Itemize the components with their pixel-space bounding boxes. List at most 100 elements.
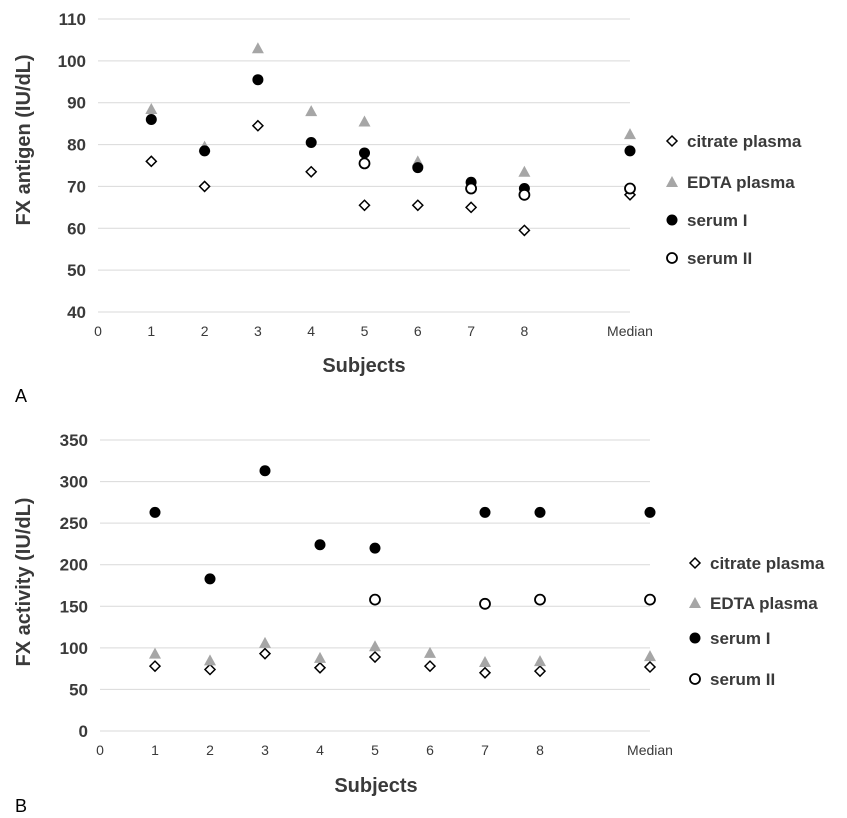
data-point bbox=[204, 654, 216, 666]
y-tick-label: 90 bbox=[67, 94, 86, 113]
legend-marker-serum-ii bbox=[666, 252, 678, 264]
x-tick-label: 6 bbox=[426, 742, 434, 758]
y-tick-label: 100 bbox=[58, 52, 86, 71]
data-point bbox=[258, 647, 272, 660]
y-tick-label: 60 bbox=[67, 219, 86, 238]
y-tick-label: 110 bbox=[59, 10, 86, 29]
x-tick-label: 0 bbox=[96, 742, 104, 758]
data-point bbox=[251, 42, 264, 54]
data-point bbox=[479, 506, 491, 518]
x-tick-label: 8 bbox=[521, 323, 529, 339]
data-point bbox=[259, 636, 271, 648]
data-point bbox=[313, 661, 327, 674]
series-edta-plasma bbox=[145, 42, 636, 190]
x-tick-label: 8 bbox=[536, 742, 544, 758]
legend-label-serum-ii: serum II bbox=[687, 249, 752, 268]
data-point bbox=[534, 506, 546, 518]
x-tick-label: 4 bbox=[316, 742, 324, 758]
data-point bbox=[252, 74, 264, 86]
data-point bbox=[251, 119, 264, 132]
data-point bbox=[369, 640, 381, 652]
legend-label-citrate-plasma: citrate plasma bbox=[687, 132, 802, 151]
data-point bbox=[412, 162, 424, 174]
legend-marker-serum-ii bbox=[689, 673, 701, 685]
series-citrate-plasma bbox=[145, 119, 637, 237]
data-point bbox=[479, 597, 491, 610]
data-point bbox=[145, 113, 157, 125]
data-point bbox=[518, 165, 531, 177]
legend-label-serum-i: serum I bbox=[687, 211, 747, 230]
y-tick-label: 0 bbox=[79, 722, 88, 741]
data-point bbox=[305, 105, 318, 117]
x-axis-title: Subjects bbox=[334, 775, 417, 797]
panel-a-label: A bbox=[15, 386, 27, 406]
data-point bbox=[198, 180, 211, 193]
x-tick-label: 3 bbox=[254, 323, 262, 339]
series-serum-ii bbox=[358, 157, 636, 201]
data-point bbox=[368, 650, 382, 664]
data-point bbox=[518, 224, 531, 237]
data-point bbox=[369, 593, 381, 606]
data-point bbox=[259, 465, 271, 477]
y-tick-label: 40 bbox=[67, 303, 86, 322]
legend-label-edta-plasma: EDTA plasma bbox=[710, 594, 818, 613]
y-tick-label: 70 bbox=[67, 177, 86, 196]
x-tick-label: 5 bbox=[371, 742, 379, 758]
data-point bbox=[644, 506, 656, 518]
y-tick-label: 80 bbox=[67, 136, 86, 155]
data-point bbox=[358, 199, 371, 212]
data-point bbox=[411, 199, 424, 212]
legend-marker-edta-plasma bbox=[666, 176, 678, 187]
data-point bbox=[203, 663, 217, 676]
series-serum-i bbox=[149, 465, 656, 585]
y-tick-label: 50 bbox=[67, 261, 86, 280]
data-point bbox=[358, 157, 371, 170]
legend-marker-edta-plasma bbox=[689, 597, 701, 608]
data-point bbox=[305, 165, 318, 178]
panel-b-chart: 0 50 100 150 200 250 300 350 0 1 2 3 4 5 6 7 8 Median Subj… bbox=[13, 431, 825, 797]
data-point bbox=[518, 188, 531, 201]
data-point bbox=[644, 650, 656, 662]
legend-label-serum-i: serum I bbox=[710, 629, 770, 648]
data-point bbox=[369, 542, 381, 554]
data-point bbox=[624, 182, 636, 195]
data-point bbox=[148, 660, 162, 673]
data-point bbox=[199, 145, 211, 157]
legend-marker-citrate-plasma bbox=[665, 134, 679, 148]
y-axis-title: FX activity (IU/dL) bbox=[13, 498, 35, 667]
panel-a-chart: 40 50 60 70 80 90 100 110 0 1 2 3 4 5 6 7 8 Median Subject… bbox=[13, 10, 802, 377]
x-tick-label: 1 bbox=[151, 742, 159, 758]
data-point bbox=[424, 646, 436, 658]
data-point bbox=[358, 115, 371, 127]
x-axis-title: Subjects bbox=[322, 355, 405, 377]
data-point bbox=[305, 136, 317, 148]
data-point bbox=[644, 593, 656, 606]
series-citrate-plasma bbox=[148, 647, 657, 679]
series-serum-i bbox=[145, 74, 636, 195]
data-point bbox=[145, 155, 158, 168]
x-tick-label: 3 bbox=[261, 742, 269, 758]
data-point bbox=[145, 102, 158, 114]
y-tick-label: 300 bbox=[60, 473, 88, 492]
x-tick-label: 4 bbox=[307, 323, 315, 339]
data-point bbox=[465, 201, 478, 214]
series-edta-plasma bbox=[149, 636, 656, 667]
y-tick-label: 150 bbox=[60, 597, 88, 616]
x-tick-label: 2 bbox=[201, 323, 209, 339]
legend-marker-serum-i bbox=[689, 632, 701, 644]
legend-label-citrate-plasma: citrate plasma bbox=[710, 554, 825, 573]
y-tick-label: 350 bbox=[60, 431, 88, 450]
data-point bbox=[149, 506, 161, 518]
data-point bbox=[149, 647, 161, 659]
series-serum-ii bbox=[369, 593, 656, 610]
x-tick-label: 7 bbox=[481, 742, 489, 758]
data-point bbox=[204, 573, 216, 585]
legend-marker-serum-i bbox=[666, 214, 678, 226]
x-tick-label: 7 bbox=[467, 323, 475, 339]
x-tick-label: 1 bbox=[147, 323, 155, 339]
y-tick-label: 200 bbox=[60, 556, 88, 575]
data-point bbox=[643, 660, 657, 674]
legend-marker-citrate-plasma bbox=[688, 556, 702, 570]
data-point bbox=[479, 655, 491, 667]
